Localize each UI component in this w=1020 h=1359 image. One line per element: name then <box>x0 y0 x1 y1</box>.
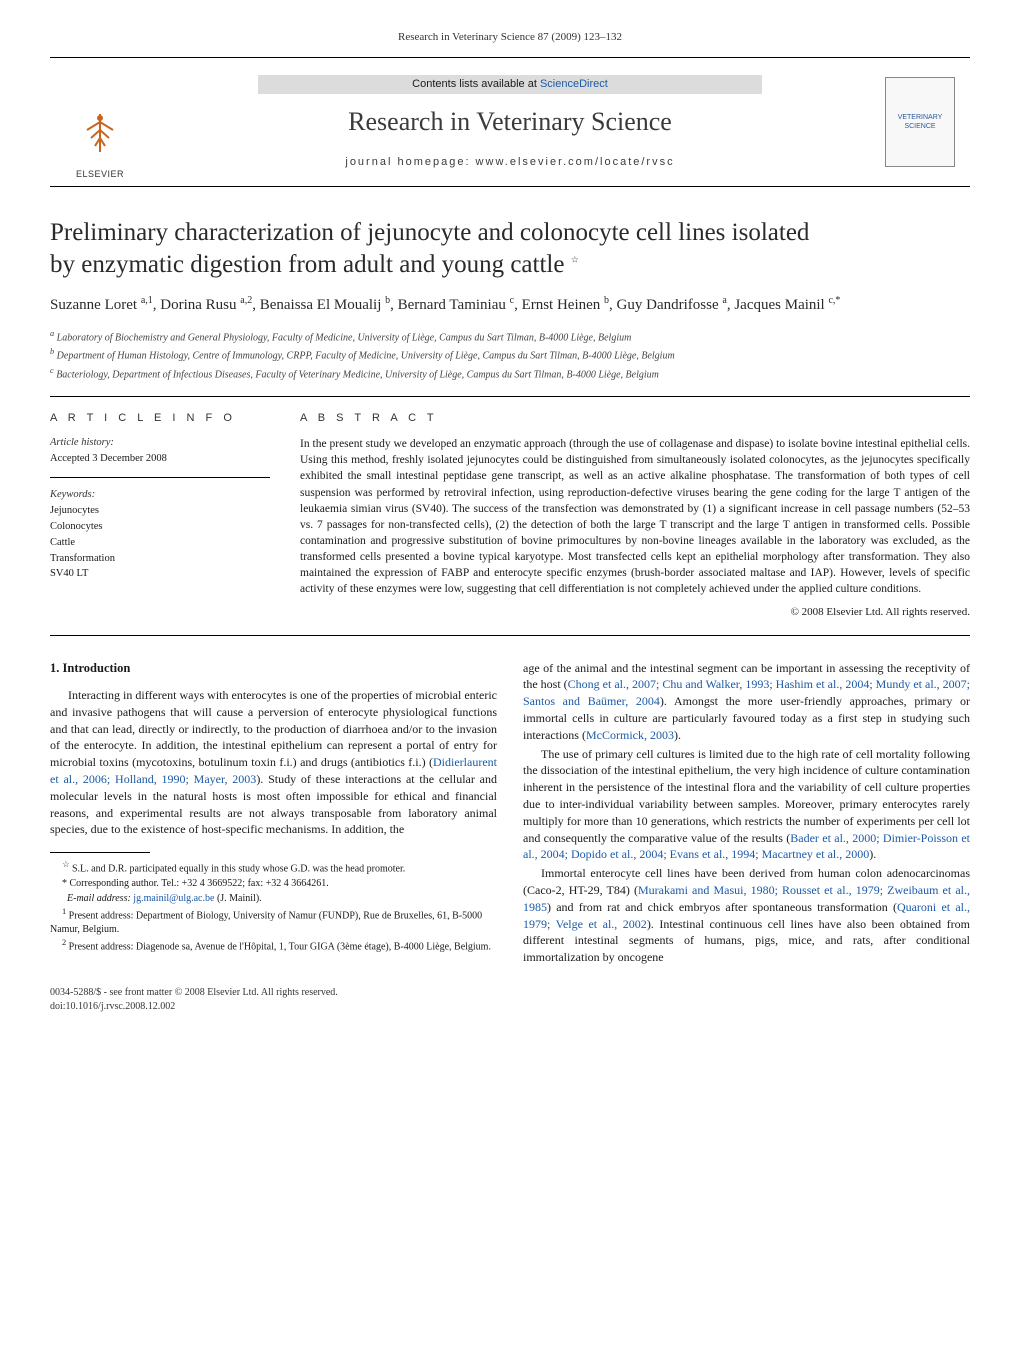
meta-separator <box>50 477 270 478</box>
body-paragraph-4: Immortal enterocyte cell lines have been… <box>523 865 970 966</box>
footnotes: ☆ S.L. and D.R. participated equally in … <box>50 859 497 954</box>
affiliations: a Laboratory of Biochemistry and General… <box>50 328 970 382</box>
body-paragraph-1: Interacting in different ways with enter… <box>50 687 497 838</box>
title-line-2: by enzymatic digestion from adult and yo… <box>50 251 564 278</box>
keyword: SV40 LT <box>50 566 270 582</box>
publisher-logo-area: ELSEVIER <box>50 58 150 186</box>
journal-cover-area: VETERINARY SCIENCE <box>870 58 970 186</box>
authors: Suzanne Loret a,1, Dorina Rusu a,2, Bena… <box>50 294 970 316</box>
keyword: Cattle <box>50 535 270 551</box>
banner-center: Contents lists available at ScienceDirec… <box>150 58 870 186</box>
abstract-block: A B S T R A C T In the present study we … <box>300 411 970 621</box>
footer-doi: doi:10.1016/j.rvsc.2008.12.002 <box>50 1000 970 1014</box>
cover-text: VETERINARY SCIENCE <box>886 113 954 133</box>
publisher-name: ELSEVIER <box>76 168 124 181</box>
citation[interactable]: McCormick, 2003 <box>586 728 674 742</box>
email-link[interactable]: jg.mainil@ulg.ac.be <box>133 893 214 904</box>
footnote-1: 1 Present address: Department of Biology… <box>50 906 497 936</box>
elsevier-logo: ELSEVIER <box>65 110 135 180</box>
page-footer: 0034-5288/$ - see front matter © 2008 El… <box>50 986 970 1014</box>
footnote-2: 2 Present address: Diagenode sa, Avenue … <box>50 937 497 954</box>
footer-copyright: 0034-5288/$ - see front matter © 2008 El… <box>50 986 970 1000</box>
body-columns: 1. Introduction Interacting in different… <box>50 660 970 968</box>
body-paragraph-2: age of the animal and the intestinal seg… <box>523 660 970 744</box>
keywords-list: JejunocytesColonocytesCattleTransformati… <box>50 503 270 582</box>
journal-title: Research in Veterinary Science <box>348 104 672 140</box>
footnote-star: ☆ S.L. and D.R. participated equally in … <box>50 859 497 876</box>
keyword: Transformation <box>50 551 270 567</box>
journal-cover: VETERINARY SCIENCE <box>885 77 955 167</box>
abstract-text: In the present study we developed an enz… <box>300 436 970 597</box>
affiliation-b: b Department of Human Histology, Centre … <box>50 346 970 363</box>
footnote-email: E-mail address: jg.mainil@ulg.ac.be (J. … <box>50 892 497 906</box>
affiliation-c: c Bacteriology, Department of Infectious… <box>50 365 970 382</box>
body-paragraph-3: The use of primary cell cultures is limi… <box>523 746 970 864</box>
contents-prefix: Contents lists available at <box>412 78 540 90</box>
title-line-1: Preliminary characterization of jejunocy… <box>50 219 809 246</box>
keyword: Colonocytes <box>50 519 270 535</box>
keywords-label: Keywords: <box>50 488 270 503</box>
info-heading: A R T I C L E I N F O <box>50 411 270 426</box>
abstract-heading: A B S T R A C T <box>300 411 970 426</box>
journal-homepage: journal homepage: www.elsevier.com/locat… <box>345 155 674 170</box>
sciencedirect-link[interactable]: ScienceDirect <box>540 78 608 90</box>
contents-available: Contents lists available at ScienceDirec… <box>258 75 762 94</box>
footnote-corresponding: * Corresponding author. Tel.: +32 4 3669… <box>50 877 497 891</box>
elsevier-tree-icon <box>77 110 123 168</box>
section-1-heading: 1. Introduction <box>50 660 497 678</box>
keyword: Jejunocytes <box>50 503 270 519</box>
footnote-separator <box>50 852 150 853</box>
running-head: Research in Veterinary Science 87 (2009)… <box>50 30 970 45</box>
article-meta-block: A R T I C L E I N F O Article history: A… <box>50 396 970 636</box>
article-info: A R T I C L E I N F O Article history: A… <box>50 411 270 621</box>
abstract-copyright: © 2008 Elsevier Ltd. All rights reserved… <box>300 605 970 620</box>
article-title: Preliminary characterization of jejunocy… <box>50 217 970 280</box>
journal-banner: ELSEVIER Contents lists available at Sci… <box>50 57 970 187</box>
accepted-date: Accepted 3 December 2008 <box>50 452 270 467</box>
history-label: Article history: <box>50 436 270 451</box>
affiliation-a: a Laboratory of Biochemistry and General… <box>50 328 970 345</box>
title-footnote-marker: ☆ <box>571 254 579 264</box>
